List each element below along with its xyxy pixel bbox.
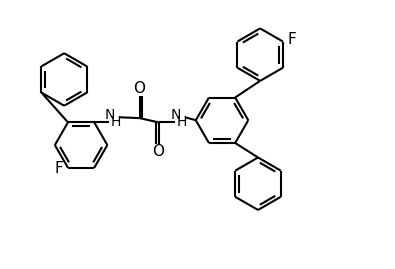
- Text: H: H: [111, 115, 121, 129]
- Text: O: O: [134, 81, 145, 96]
- Text: N: N: [105, 108, 115, 122]
- Text: F: F: [54, 161, 63, 176]
- Text: H: H: [177, 115, 187, 129]
- Text: N: N: [170, 108, 181, 122]
- Text: O: O: [152, 144, 165, 160]
- Text: F: F: [288, 32, 297, 47]
